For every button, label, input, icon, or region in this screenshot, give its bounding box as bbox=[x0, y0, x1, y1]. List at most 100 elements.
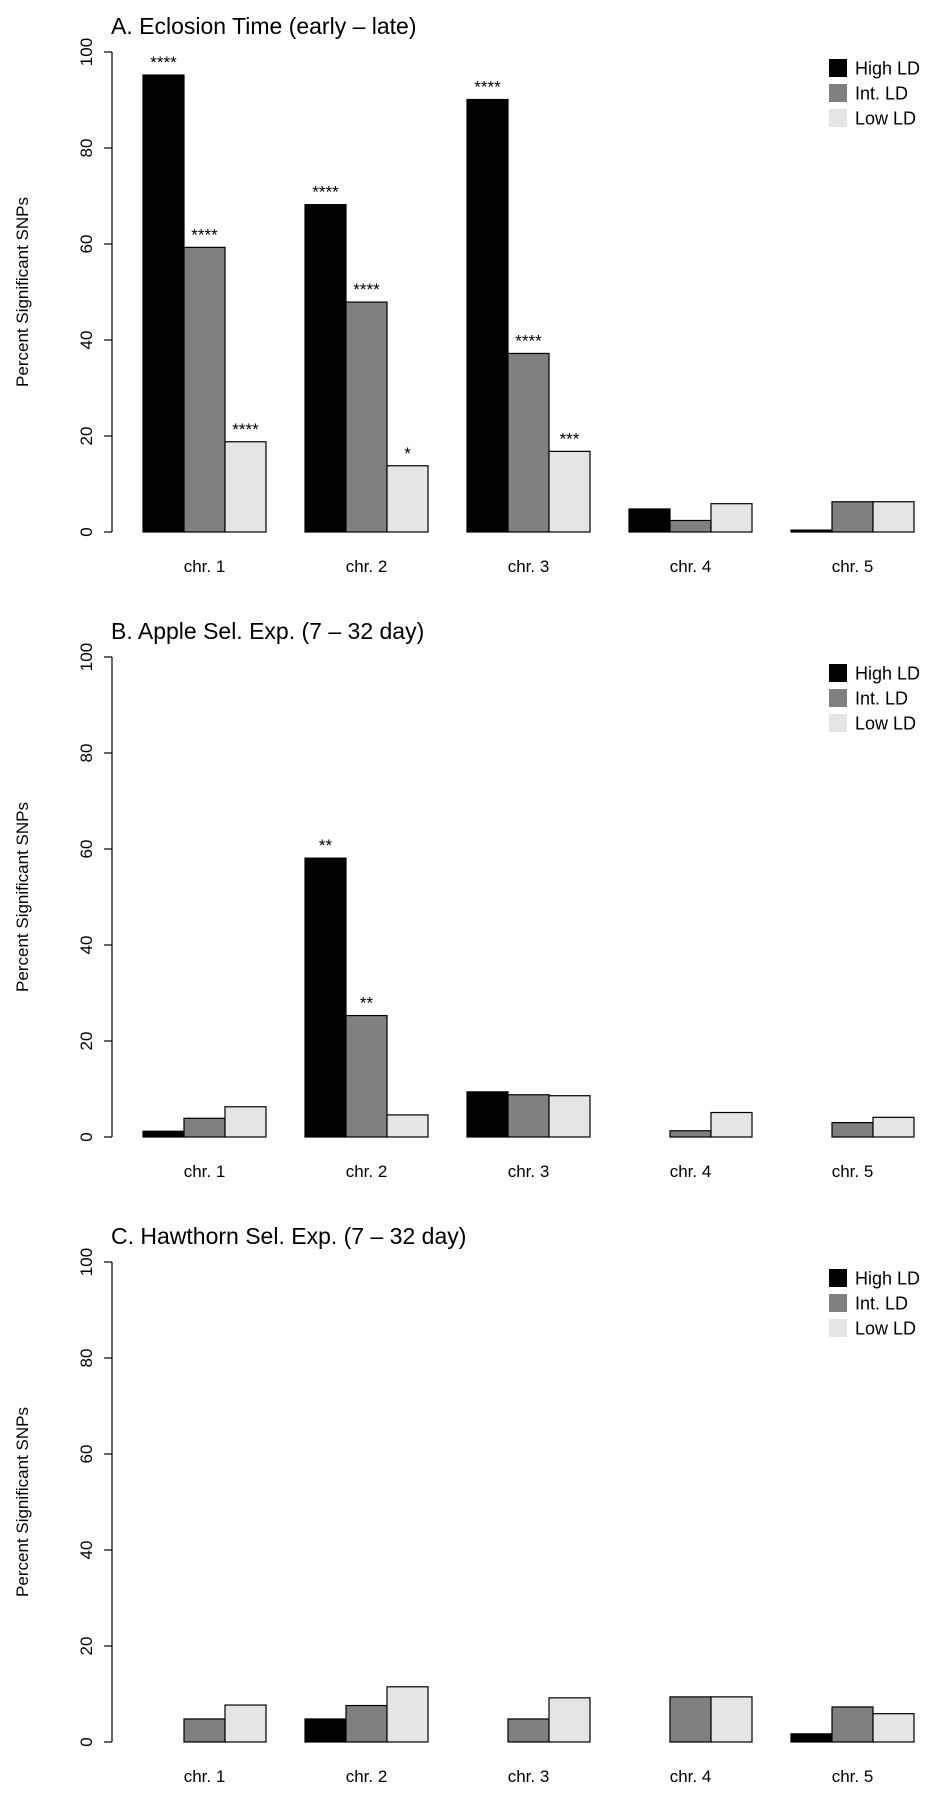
legend-label: High LD bbox=[855, 1268, 920, 1288]
y-tick-label: 20 bbox=[77, 1637, 96, 1656]
significance-label: **** bbox=[191, 225, 218, 244]
bar-chr-4-int-ld bbox=[669, 1696, 712, 1743]
y-tick-label: 80 bbox=[77, 139, 96, 158]
significance-label: **** bbox=[232, 420, 259, 439]
bar-chr-3-low-ld bbox=[548, 1095, 591, 1138]
bar-chr-2-low-ld bbox=[386, 465, 429, 533]
chart-panel-1: A. Eclosion Time (early – late) 0 20 40 60 80… bbox=[13, 13, 920, 576]
bar-chr-3-int-ld bbox=[507, 1094, 550, 1138]
bar-chr-1-low-ld bbox=[224, 1106, 267, 1138]
significance-label: **** bbox=[515, 331, 542, 350]
bar-chr-5-low-ld bbox=[872, 501, 915, 533]
y-tick-label: 100 bbox=[77, 38, 96, 66]
significance-label: **** bbox=[312, 183, 339, 202]
legend-swatch bbox=[829, 1319, 847, 1337]
chart-title: A. Eclosion Time (early – late) bbox=[111, 13, 417, 39]
significance-label: ** bbox=[319, 836, 333, 855]
legend-label: High LD bbox=[855, 58, 920, 78]
category-label: chr. 3 bbox=[508, 1162, 550, 1181]
category-label: chr. 5 bbox=[832, 557, 874, 576]
category-label: chr. 1 bbox=[184, 1162, 226, 1181]
legend-swatch bbox=[829, 1294, 847, 1312]
category-label: chr. 1 bbox=[184, 1767, 226, 1786]
legend-label: Low LD bbox=[855, 1318, 916, 1338]
legend-label: Int. LD bbox=[855, 688, 908, 708]
legend-swatch bbox=[829, 84, 847, 102]
bar-chr-1-low-ld bbox=[224, 441, 267, 533]
bar-chr-4-high-ld bbox=[628, 508, 671, 533]
bar-chr-1-high-ld bbox=[142, 74, 185, 533]
y-tick-label: 80 bbox=[77, 744, 96, 763]
category-label: chr. 4 bbox=[670, 557, 712, 576]
bar-chr-3-int-ld bbox=[507, 1718, 550, 1743]
chart-panel-2: B. Apple Sel. Exp. (7 – 32 day) 0 20 40 60 80… bbox=[13, 618, 920, 1181]
bar-chr-3-high-ld bbox=[466, 1091, 509, 1138]
y-axis-label: Percent Significant SNPs bbox=[13, 1407, 32, 1597]
legend-swatch bbox=[829, 109, 847, 127]
y-axis-label: Percent Significant SNPs bbox=[13, 802, 32, 992]
legend-swatch bbox=[829, 59, 847, 77]
legend-label: Low LD bbox=[855, 713, 916, 733]
bar-chr-2-high-ld bbox=[304, 857, 347, 1138]
y-tick-label: 60 bbox=[77, 1445, 96, 1464]
category-label: chr. 2 bbox=[346, 1162, 388, 1181]
bar-chr-2-low-ld bbox=[386, 1686, 429, 1743]
significance-label: *** bbox=[560, 429, 580, 448]
y-tick-label: 0 bbox=[77, 527, 96, 536]
bar-chr-5-high-ld bbox=[790, 529, 833, 533]
category-label: chr. 4 bbox=[670, 1162, 712, 1181]
y-tick-label: 40 bbox=[77, 936, 96, 955]
bar-chr-1-int-ld bbox=[183, 1117, 226, 1138]
bar-chr-1-int-ld bbox=[183, 246, 226, 533]
legend-swatch bbox=[829, 664, 847, 682]
legend: High LD Int. LD Low LD bbox=[829, 1268, 920, 1338]
bar-chr-2-int-ld bbox=[345, 301, 388, 533]
significance-label: **** bbox=[353, 280, 380, 299]
bar-chr-4-low-ld bbox=[710, 1696, 753, 1743]
y-tick-label: 100 bbox=[77, 1248, 96, 1276]
bar-chr-5-high-ld bbox=[790, 1733, 833, 1743]
bar-chr-5-low-ld bbox=[872, 1713, 915, 1743]
y-tick-label: 60 bbox=[77, 235, 96, 254]
legend-label: Int. LD bbox=[855, 1293, 908, 1313]
legend-swatch bbox=[829, 1269, 847, 1287]
y-tick-label: 100 bbox=[77, 643, 96, 671]
bar-chr-2-int-ld bbox=[345, 1014, 388, 1138]
category-label: chr. 5 bbox=[832, 1767, 874, 1786]
bar-chr-4-int-ld bbox=[669, 1130, 712, 1138]
bar-chr-2-int-ld bbox=[345, 1704, 388, 1743]
chart-title: C. Hawthorn Sel. Exp. (7 – 32 day) bbox=[111, 1223, 466, 1249]
bar-chr-2-high-ld bbox=[304, 204, 347, 533]
bar-chr-3-high-ld bbox=[466, 98, 509, 533]
legend-swatch bbox=[829, 714, 847, 732]
y-tick-label: 20 bbox=[77, 427, 96, 446]
bar-chr-4-low-ld bbox=[710, 1111, 753, 1138]
bar-chr-3-low-ld bbox=[548, 450, 591, 533]
y-tick-label: 80 bbox=[77, 1349, 96, 1368]
category-label: chr. 2 bbox=[346, 557, 388, 576]
y-axis-label: Percent Significant SNPs bbox=[13, 197, 32, 387]
y-tick-label: 40 bbox=[77, 1541, 96, 1560]
bar-chr-1-high-ld bbox=[142, 1130, 185, 1138]
category-label: chr. 3 bbox=[508, 1767, 550, 1786]
bar-chr-4-int-ld bbox=[669, 519, 712, 533]
chart-title: B. Apple Sel. Exp. (7 – 32 day) bbox=[111, 618, 424, 644]
bar-chr-4-low-ld bbox=[710, 503, 753, 533]
category-label: chr. 1 bbox=[184, 557, 226, 576]
significance-label: * bbox=[404, 444, 411, 463]
bar-chr-2-low-ld bbox=[386, 1114, 429, 1138]
legend-label: High LD bbox=[855, 663, 920, 683]
category-label: chr. 3 bbox=[508, 557, 550, 576]
legend: High LD Int. LD Low LD bbox=[829, 58, 920, 128]
y-tick-label: 20 bbox=[77, 1032, 96, 1051]
legend-swatch bbox=[829, 689, 847, 707]
legend-label: Low LD bbox=[855, 108, 916, 128]
bar-chr-5-int-ld bbox=[831, 1706, 874, 1743]
y-tick-label: 40 bbox=[77, 331, 96, 350]
category-label: chr. 4 bbox=[670, 1767, 712, 1786]
bar-chr-1-int-ld bbox=[183, 1718, 226, 1743]
legend-label: Int. LD bbox=[855, 83, 908, 103]
y-tick-label: 0 bbox=[77, 1737, 96, 1746]
y-tick-label: 0 bbox=[77, 1132, 96, 1141]
